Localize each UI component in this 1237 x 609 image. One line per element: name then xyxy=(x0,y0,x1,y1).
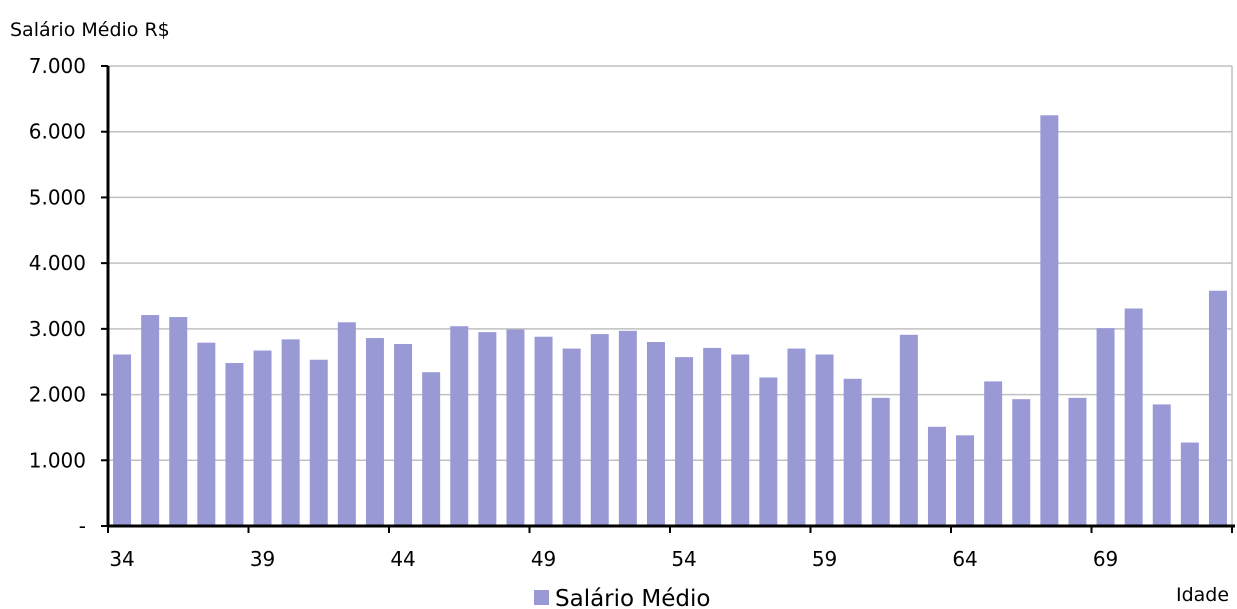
x-tick-labels: 34 39 44 49 54 59 64 69 xyxy=(109,547,1118,571)
bar-63 xyxy=(927,426,946,526)
bar-35 xyxy=(141,315,160,526)
bar-45 xyxy=(422,372,441,526)
y-tick-label-3000: 3.000 xyxy=(29,317,86,341)
bar-69 xyxy=(1096,328,1115,526)
legend-label: Salário Médio xyxy=(555,586,710,609)
bar-36 xyxy=(169,317,188,526)
bar-59 xyxy=(815,354,834,526)
bar-65 xyxy=(984,381,1003,526)
bar-34 xyxy=(113,354,132,526)
bar-series xyxy=(113,115,1227,527)
y-tick-label-6000: 6.000 xyxy=(29,120,86,144)
gridlines xyxy=(108,65,1233,526)
bar-51 xyxy=(590,334,609,526)
y-tick-label-7000: 7.000 xyxy=(29,54,86,78)
bar-61 xyxy=(871,397,890,526)
bar-64 xyxy=(956,435,975,526)
bar-60 xyxy=(843,378,862,526)
bar-58 xyxy=(787,348,806,526)
x-tick-label-44: 44 xyxy=(390,547,415,571)
bar-39 xyxy=(253,350,272,526)
x-tick-label-59: 59 xyxy=(812,547,837,571)
y-tick-label-2000: 2.000 xyxy=(29,383,86,407)
bar-47 xyxy=(478,332,497,526)
bar-48 xyxy=(506,329,525,526)
bar-72 xyxy=(1180,442,1199,526)
bar-57 xyxy=(759,377,778,526)
bar-54 xyxy=(675,357,694,526)
axes xyxy=(101,65,1235,533)
bar-40 xyxy=(281,339,300,526)
bar-49 xyxy=(534,336,553,526)
y-tick-label-0: - xyxy=(79,514,86,538)
y-tick-labels: - 1.000 2.000 3.000 4.000 5.000 6.000 7.000 xyxy=(29,54,86,538)
bar-55 xyxy=(703,347,722,526)
y-tick-label-5000: 5.000 xyxy=(29,185,86,209)
x-axis-title: Idade xyxy=(1176,584,1229,606)
bar-50 xyxy=(562,348,581,526)
bar-70 xyxy=(1124,308,1143,526)
bar-52 xyxy=(618,330,637,526)
x-tick-label-49: 49 xyxy=(531,547,556,571)
bar-56 xyxy=(731,354,750,526)
bar-42 xyxy=(337,322,356,526)
y-axis-title: Salário Médio R$ xyxy=(10,19,170,41)
bar-71 xyxy=(1152,404,1171,526)
bar-62 xyxy=(899,334,918,526)
bar-46 xyxy=(450,326,469,526)
bar-68 xyxy=(1068,397,1087,526)
legend: Salário Médio xyxy=(534,586,710,609)
bar-41 xyxy=(309,359,328,526)
legend-swatch xyxy=(534,590,549,605)
bar-44 xyxy=(394,343,413,526)
bar-38 xyxy=(225,363,244,526)
bar-43 xyxy=(365,338,384,526)
x-tick-label-54: 54 xyxy=(671,547,696,571)
x-tick-label-69: 69 xyxy=(1093,547,1118,571)
bar-37 xyxy=(197,342,216,526)
x-tick-label-39: 39 xyxy=(250,547,275,571)
x-tick-label-64: 64 xyxy=(952,547,977,571)
bar-66 xyxy=(1012,399,1031,526)
x-tick-label-34: 34 xyxy=(109,547,134,571)
y-tick-label-1000: 1.000 xyxy=(29,448,86,472)
bar-73 xyxy=(1208,290,1227,526)
y-tick-label-4000: 4.000 xyxy=(29,251,86,275)
bar-53 xyxy=(646,342,665,526)
bar-67 xyxy=(1040,115,1059,527)
